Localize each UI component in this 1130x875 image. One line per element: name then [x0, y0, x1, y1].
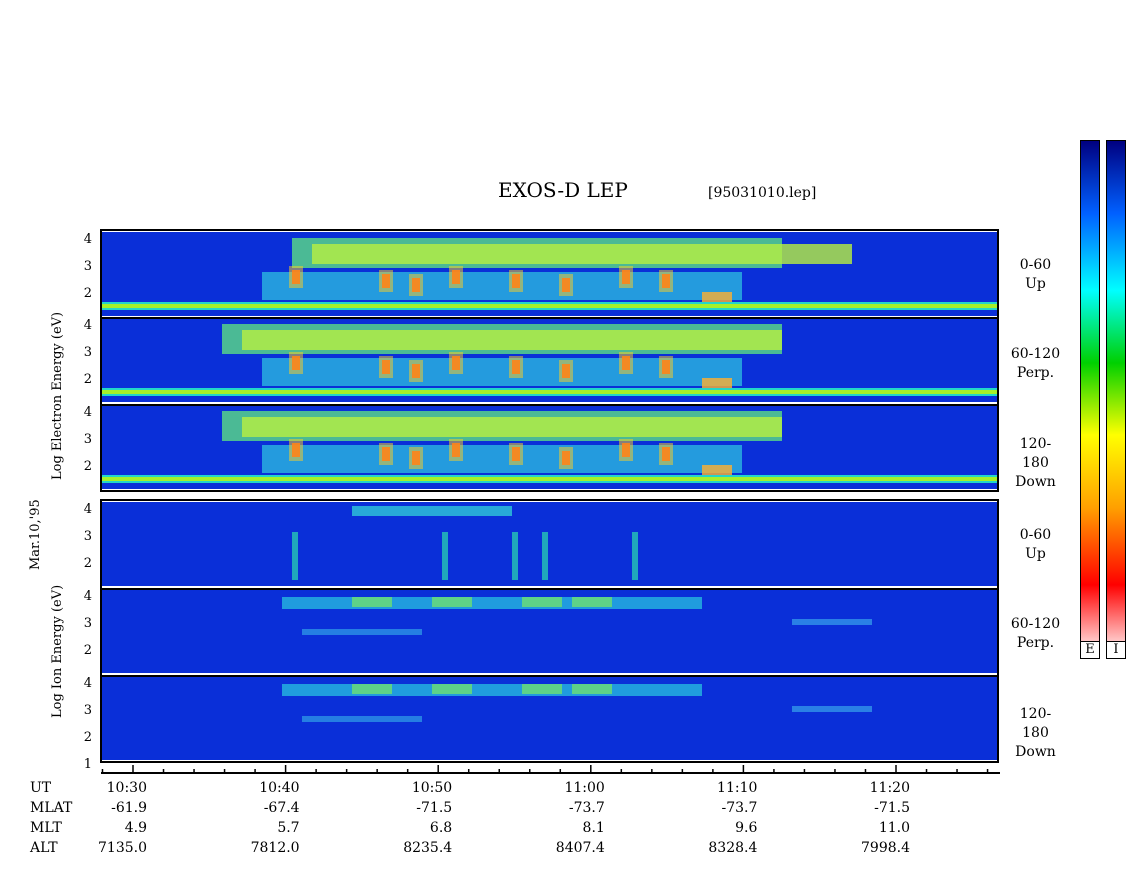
orbit-value: 11.0 [878, 820, 910, 836]
orbit-value: 7135.0 [98, 840, 147, 856]
orbit-value: 5.7 [277, 820, 300, 836]
channel-direction: Up [1025, 276, 1046, 292]
channel-range: 120-180 [1019, 706, 1052, 741]
channel-label-5: 60-120 Perp. [1008, 615, 1063, 653]
electron-colorbar [1080, 140, 1100, 658]
y-tick-label: 4 [83, 502, 92, 517]
orbit-value: 7998.4 [861, 840, 910, 856]
orbit-row-label: UT [30, 780, 52, 796]
orbit-value: 10:30 [106, 780, 147, 796]
panel-divider [100, 404, 999, 406]
y-tick-label: 2 [83, 643, 92, 658]
channel-direction: Perp. [1016, 365, 1055, 381]
channel-label-2: 60-120 Perp. [1008, 345, 1063, 383]
electron-colorbar-label: E [1080, 641, 1100, 659]
channel-direction: Perp. [1016, 635, 1055, 651]
channel-label-1: 0-60 Up [1008, 256, 1063, 294]
channel-label-6: 120-180 Down [1008, 705, 1063, 762]
orbit-value: -67.4 [263, 800, 300, 816]
plot-title: EXOS-D LEP [498, 178, 628, 202]
y-tick-label: 2 [83, 459, 92, 474]
y-tick-label: 2 [83, 556, 92, 571]
date-label: Mar.10,'95 [28, 499, 43, 570]
orbit-value: 11:10 [717, 780, 758, 796]
orbit-value: 8407.4 [555, 840, 605, 856]
channel-direction: Down [1015, 744, 1056, 760]
channel-direction: Down [1015, 474, 1056, 490]
panel-divider [100, 317, 999, 319]
orbit-value: 7812.0 [250, 840, 300, 856]
y-tick-label: 3 [83, 259, 92, 274]
orbit-value: 9.6 [735, 820, 758, 836]
orbit-value: -73.7 [568, 800, 605, 816]
spectrogram-ion-3 [102, 676, 999, 760]
y-tick-label: 3 [83, 616, 92, 631]
y-tick-label: 4 [83, 232, 92, 247]
y-tick-label: 1 [83, 757, 92, 772]
channel-label-4: 0-60 Up [1008, 526, 1063, 564]
orbit-value: -61.9 [111, 800, 147, 816]
orbit-row-label: MLAT [30, 800, 73, 816]
orbit-row-label: ALT [30, 840, 58, 856]
channel-range: 0-60 [1019, 527, 1052, 543]
ion-colorbar [1106, 140, 1126, 658]
ion-colorbar-label: I [1106, 641, 1126, 659]
orbit-value: 6.8 [429, 820, 453, 836]
orbit-value: 8.1 [582, 820, 605, 836]
spectrogram-electron-1 [102, 232, 999, 316]
orbit-value: 11:20 [869, 780, 910, 796]
file-id: [95031010.lep] [708, 185, 817, 201]
y-tick-label: 2 [83, 730, 92, 745]
orbit-value: 10:40 [259, 780, 300, 796]
orbit-value: -71.5 [874, 800, 910, 816]
y-tick-label: 2 [83, 286, 92, 301]
orbit-value: -71.5 [416, 800, 453, 816]
time-axis [101, 765, 1000, 774]
channel-range: 60-120 [1010, 346, 1061, 362]
spectrogram-electron-2 [102, 318, 999, 402]
y-tick-label: 3 [83, 432, 92, 447]
y-tick-label: 4 [83, 405, 92, 420]
channel-direction: Up [1025, 546, 1046, 562]
orbit-row-label: MLT [30, 820, 62, 836]
orbit-value: 4.9 [124, 820, 147, 836]
orbit-value: 8328.4 [708, 840, 758, 856]
spectrogram-ion-2 [102, 589, 999, 673]
y-tick-label: 3 [83, 345, 92, 360]
orbit-value: 10:50 [411, 780, 453, 796]
ion-axis-label: Log Ion Energy (eV) [50, 584, 65, 718]
channel-range: 0-60 [1019, 257, 1052, 273]
y-tick-label: 4 [83, 318, 92, 333]
spectrogram-ion-1 [102, 502, 999, 586]
orbit-value: 8235.4 [403, 840, 453, 856]
orbit-value: -73.7 [721, 800, 758, 816]
channel-label-3: 120-180 Down [1008, 435, 1063, 492]
y-tick-label: 4 [83, 589, 92, 604]
panel-divider [100, 588, 999, 590]
panel-divider [100, 675, 999, 677]
y-tick-label: 3 [83, 529, 92, 544]
spectrogram-electron-3 [102, 405, 999, 489]
y-tick-label: 2 [83, 372, 92, 387]
channel-range: 120-180 [1019, 436, 1052, 471]
channel-range: 60-120 [1010, 616, 1061, 632]
electron-axis-label: Log Electron Energy (eV) [50, 311, 65, 480]
y-tick-label: 4 [83, 676, 92, 691]
y-tick-label: 3 [83, 703, 92, 718]
orbit-value: 11:00 [564, 780, 605, 796]
